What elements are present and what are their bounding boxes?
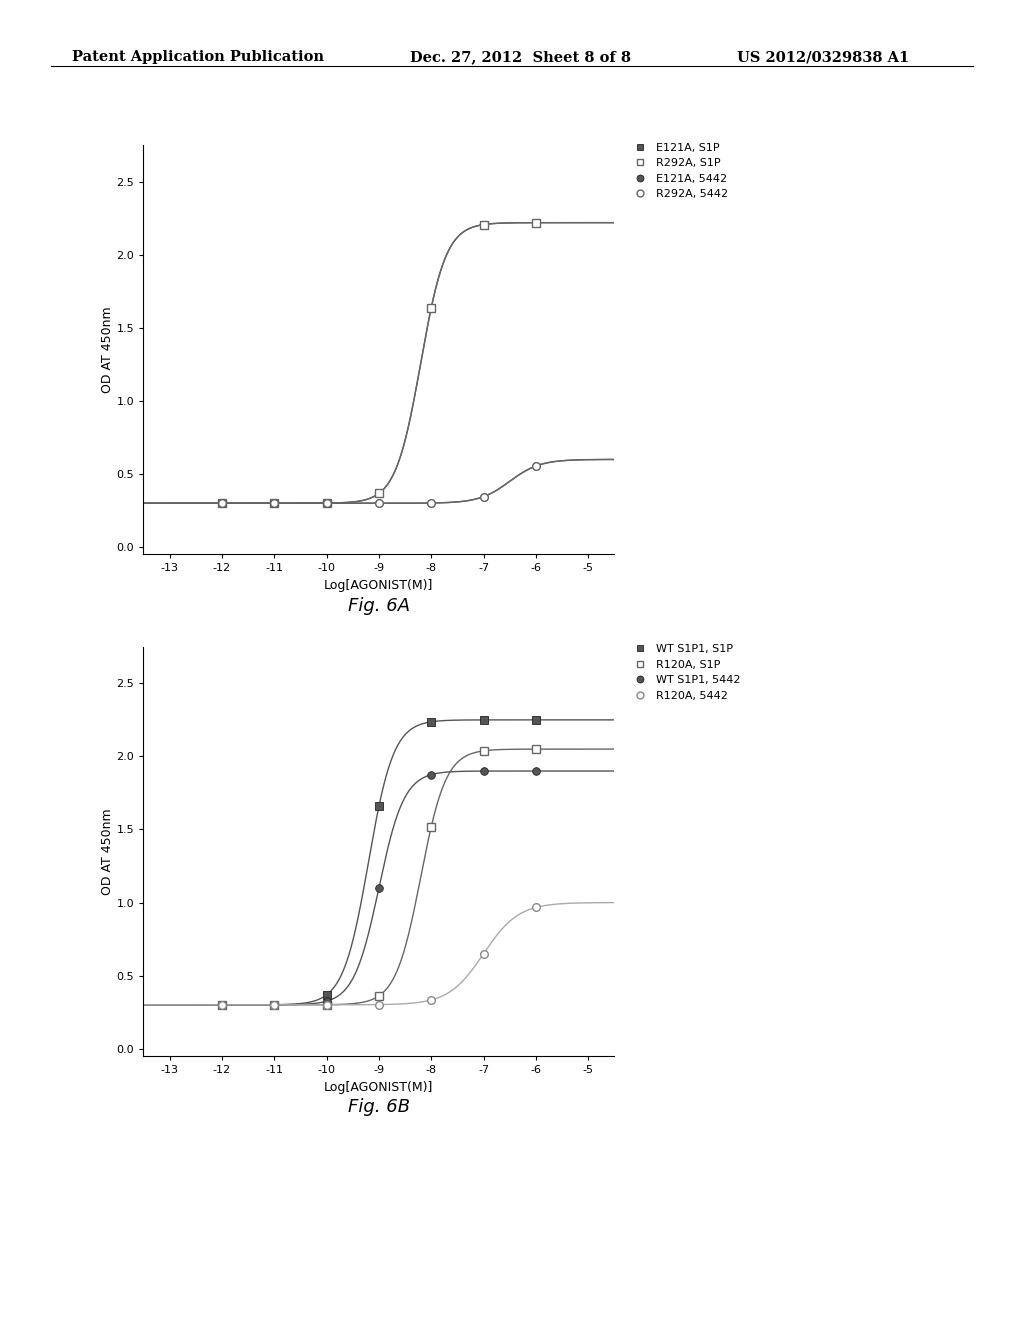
Text: Dec. 27, 2012  Sheet 8 of 8: Dec. 27, 2012 Sheet 8 of 8: [410, 50, 631, 65]
Legend: WT S1P1, S1P, R120A, S1P, WT S1P1, 5442, R120A, 5442: WT S1P1, S1P, R120A, S1P, WT S1P1, 5442,…: [630, 644, 740, 701]
Text: Fig. 6A: Fig. 6A: [348, 597, 410, 615]
Legend: E121A, S1P, R292A, S1P, E121A, 5442, R292A, 5442: E121A, S1P, R292A, S1P, E121A, 5442, R29…: [630, 143, 728, 199]
Y-axis label: OD AT 450nm: OD AT 450nm: [100, 808, 114, 895]
Text: Fig. 6B: Fig. 6B: [348, 1098, 410, 1117]
X-axis label: Log[AGONIST(M)]: Log[AGONIST(M)]: [325, 1081, 433, 1093]
X-axis label: Log[AGONIST(M)]: Log[AGONIST(M)]: [325, 579, 433, 591]
Text: Patent Application Publication: Patent Application Publication: [72, 50, 324, 65]
Text: US 2012/0329838 A1: US 2012/0329838 A1: [737, 50, 909, 65]
Y-axis label: OD AT 450nm: OD AT 450nm: [100, 306, 114, 393]
